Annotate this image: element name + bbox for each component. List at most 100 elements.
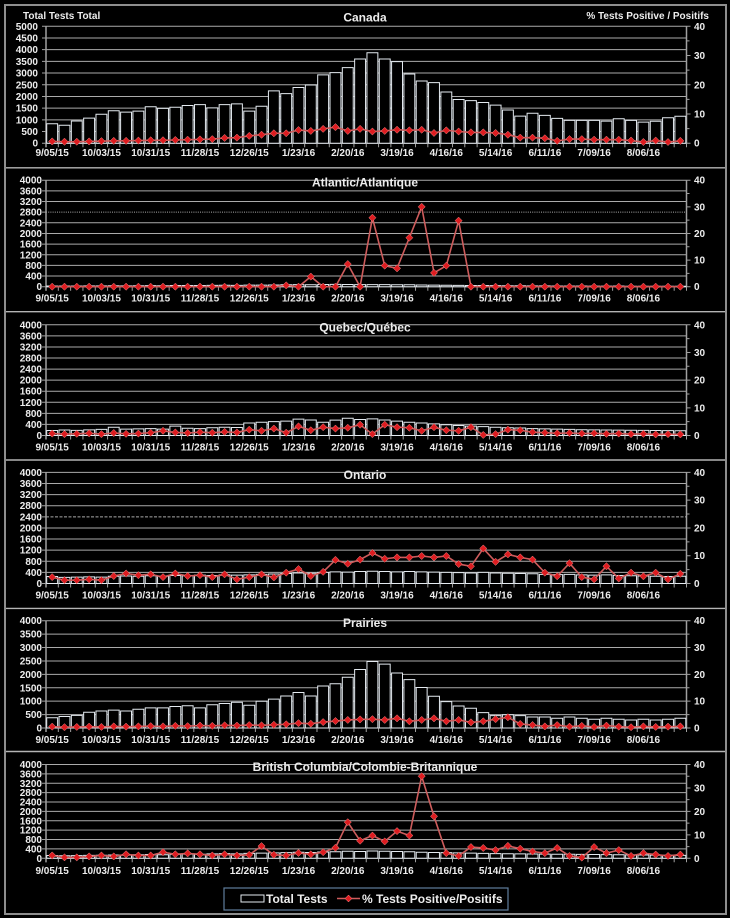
- svg-text:30: 30: [694, 496, 706, 507]
- svg-text:10: 10: [694, 256, 706, 267]
- svg-text:3600: 3600: [20, 331, 43, 342]
- svg-text:2800: 2800: [20, 208, 43, 219]
- svg-text:0: 0: [694, 579, 700, 590]
- svg-text:12/26/15: 12/26/15: [230, 148, 269, 159]
- svg-text:10/31/15: 10/31/15: [131, 294, 170, 305]
- svg-text:4000: 4000: [20, 468, 43, 479]
- svg-text:3500: 3500: [16, 57, 39, 68]
- svg-text:1200: 1200: [20, 546, 43, 557]
- svg-text:4000: 4000: [20, 760, 43, 771]
- svg-text:1200: 1200: [20, 398, 43, 409]
- svg-text:% Tests Positive/Positifs: % Tests Positive/Positifs: [362, 892, 503, 906]
- svg-text:3000: 3000: [16, 69, 39, 80]
- svg-text:3200: 3200: [20, 197, 43, 208]
- svg-text:1/23/16: 1/23/16: [282, 148, 316, 159]
- svg-text:2800: 2800: [20, 354, 43, 365]
- svg-text:7/09/16: 7/09/16: [577, 866, 611, 877]
- svg-text:30: 30: [694, 51, 706, 62]
- svg-text:0: 0: [32, 139, 38, 150]
- svg-text:0: 0: [36, 579, 42, 590]
- svg-text:0: 0: [36, 854, 42, 865]
- svg-text:1/23/16: 1/23/16: [282, 443, 316, 454]
- svg-text:8/06/16: 8/06/16: [627, 294, 661, 305]
- svg-text:3/19/16: 3/19/16: [380, 866, 414, 877]
- svg-text:10/03/15: 10/03/15: [82, 294, 121, 305]
- svg-text:800: 800: [25, 409, 42, 420]
- svg-text:5/14/16: 5/14/16: [479, 735, 513, 746]
- svg-text:5000: 5000: [16, 22, 39, 33]
- svg-text:20: 20: [694, 376, 706, 387]
- svg-text:3600: 3600: [20, 479, 43, 490]
- svg-text:20: 20: [694, 229, 706, 240]
- svg-text:2400: 2400: [20, 798, 43, 809]
- svg-text:7/09/16: 7/09/16: [577, 591, 611, 602]
- svg-text:0: 0: [694, 282, 700, 293]
- svg-text:400: 400: [25, 568, 42, 579]
- svg-text:Prairies: Prairies: [343, 616, 387, 630]
- svg-text:2800: 2800: [20, 501, 43, 512]
- svg-text:1600: 1600: [20, 816, 43, 827]
- svg-text:6/11/16: 6/11/16: [528, 443, 561, 454]
- svg-text:3200: 3200: [20, 342, 43, 353]
- svg-text:40: 40: [694, 176, 706, 187]
- svg-text:4/16/16: 4/16/16: [430, 294, 464, 305]
- svg-text:2400: 2400: [20, 365, 43, 376]
- svg-text:2000: 2000: [16, 92, 39, 103]
- svg-text:1/23/16: 1/23/16: [282, 866, 316, 877]
- svg-text:4000: 4000: [20, 176, 43, 187]
- svg-text:800: 800: [25, 557, 42, 568]
- svg-text:British Columbia/Colombie-Brit: British Columbia/Colombie-Britannique: [253, 760, 478, 774]
- svg-text:4/16/16: 4/16/16: [430, 591, 464, 602]
- svg-text:3200: 3200: [20, 779, 43, 790]
- svg-text:6/11/16: 6/11/16: [528, 866, 561, 877]
- svg-text:Atlantic/Atlantique: Atlantic/Atlantique: [312, 176, 418, 190]
- svg-text:3/19/16: 3/19/16: [380, 294, 414, 305]
- svg-text:8/06/16: 8/06/16: [627, 735, 661, 746]
- svg-text:5/14/16: 5/14/16: [479, 148, 513, 159]
- svg-text:12/26/15: 12/26/15: [230, 735, 269, 746]
- svg-text:2/20/16: 2/20/16: [331, 735, 365, 746]
- svg-text:400: 400: [25, 844, 42, 855]
- svg-text:30: 30: [694, 348, 706, 359]
- svg-text:500: 500: [21, 127, 38, 138]
- svg-text:3/19/16: 3/19/16: [380, 443, 414, 454]
- svg-text:10/31/15: 10/31/15: [131, 735, 170, 746]
- svg-text:2000: 2000: [20, 376, 43, 387]
- svg-text:2500: 2500: [20, 656, 43, 667]
- svg-text:7/09/16: 7/09/16: [577, 294, 611, 305]
- svg-text:2400: 2400: [20, 512, 43, 523]
- svg-text:10: 10: [694, 403, 706, 414]
- svg-text:10: 10: [694, 697, 706, 708]
- svg-text:4500: 4500: [16, 33, 39, 44]
- svg-text:40: 40: [694, 320, 706, 331]
- svg-text:800: 800: [25, 261, 42, 272]
- svg-text:30: 30: [694, 643, 706, 654]
- svg-text:10/03/15: 10/03/15: [82, 591, 121, 602]
- svg-text:2000: 2000: [20, 523, 43, 534]
- svg-text:Total Tests: Total Tests: [266, 892, 328, 906]
- svg-text:9/05/15: 9/05/15: [35, 735, 69, 746]
- svg-text:2000: 2000: [20, 807, 43, 818]
- svg-text:1200: 1200: [20, 826, 43, 837]
- svg-text:1000: 1000: [20, 697, 43, 708]
- svg-text:2500: 2500: [16, 80, 39, 91]
- svg-text:2/20/16: 2/20/16: [331, 294, 365, 305]
- svg-text:9/05/15: 9/05/15: [35, 866, 69, 877]
- svg-text:0: 0: [694, 431, 700, 442]
- svg-text:500: 500: [25, 710, 42, 721]
- svg-text:1500: 1500: [16, 104, 39, 115]
- svg-text:2400: 2400: [20, 218, 43, 229]
- svg-text:11/28/15: 11/28/15: [181, 735, 220, 746]
- svg-text:10/03/15: 10/03/15: [82, 148, 121, 159]
- svg-text:6/11/16: 6/11/16: [528, 148, 561, 159]
- svg-text:6/11/16: 6/11/16: [528, 294, 561, 305]
- svg-text:4/16/16: 4/16/16: [430, 735, 464, 746]
- svg-text:6/11/16: 6/11/16: [528, 735, 561, 746]
- svg-text:400: 400: [25, 420, 42, 431]
- svg-text:800: 800: [25, 835, 42, 846]
- svg-text:2/20/16: 2/20/16: [331, 866, 365, 877]
- svg-text:2/20/16: 2/20/16: [331, 148, 365, 159]
- svg-text:3/19/16: 3/19/16: [380, 735, 414, 746]
- svg-text:8/06/16: 8/06/16: [627, 866, 661, 877]
- svg-text:1/23/16: 1/23/16: [282, 735, 316, 746]
